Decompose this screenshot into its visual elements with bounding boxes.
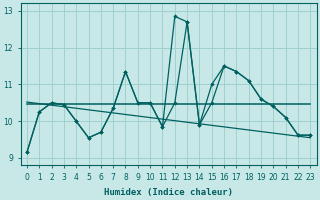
X-axis label: Humidex (Indice chaleur): Humidex (Indice chaleur) [104,188,233,197]
